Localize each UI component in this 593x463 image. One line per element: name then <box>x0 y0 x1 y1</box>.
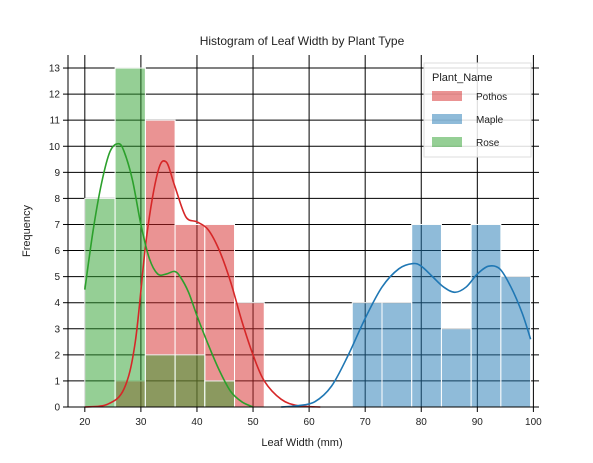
x-axis-ticks: 20 30 40 50 60 70 80 90 100 <box>79 407 542 428</box>
x-tick-label: 50 <box>247 417 259 428</box>
kde-maple <box>281 262 532 408</box>
bar-maple <box>381 302 413 408</box>
density-curves <box>84 142 532 408</box>
x-tick-label: 40 <box>191 417 203 428</box>
y-tick-label: 1 <box>54 376 60 387</box>
bar-rose <box>174 354 206 408</box>
legend-label-maple: Maple <box>476 115 504 126</box>
y-tick-label: 10 <box>49 142 61 153</box>
y-tick-label: 8 <box>54 194 60 205</box>
bar-maple <box>411 223 442 408</box>
chart-title: Histogram of Leaf Width by Plant Type <box>200 34 405 48</box>
bar-rose <box>204 380 236 408</box>
x-tick-label: 70 <box>360 417 372 428</box>
x-axis-label: Leaf Width (mm) <box>261 437 342 449</box>
kde-rose <box>84 142 254 408</box>
bar-maple <box>440 328 472 408</box>
y-axis-label: Frequency <box>21 205 33 257</box>
x-tick-label: 80 <box>416 417 428 428</box>
legend-swatch-pothos <box>432 91 462 101</box>
bar-maple <box>351 302 383 408</box>
x-tick-label: 60 <box>304 417 316 428</box>
legend-swatch-maple <box>432 114 462 124</box>
y-tick-label: 2 <box>54 350 60 361</box>
histogram-bars <box>84 67 532 408</box>
legend-label-pothos: Pothos <box>476 92 507 103</box>
bar-rose <box>114 67 146 408</box>
bar-pothos <box>204 223 236 408</box>
x-tick-label: 90 <box>472 417 484 428</box>
x-tick-label: 100 <box>525 417 542 428</box>
y-tick-label: 13 <box>49 64 61 75</box>
y-tick-label: 5 <box>54 272 60 283</box>
bar-maple <box>500 276 532 408</box>
bar-pothos <box>234 302 265 408</box>
y-tick-label: 6 <box>54 246 60 257</box>
y-tick-label: 11 <box>50 116 61 127</box>
legend-label-rose: Rose <box>476 138 500 149</box>
x-tick-label: 20 <box>79 417 91 428</box>
legend-swatch-rose <box>432 137 462 147</box>
kde-pothos <box>84 160 321 408</box>
x-tick-label: 30 <box>135 417 147 428</box>
y-tick-label: 7 <box>54 220 60 231</box>
y-tick-label: 3 <box>54 324 60 335</box>
bar-maple <box>470 223 502 408</box>
axes <box>67 55 539 408</box>
y-tick-label: 9 <box>54 168 60 179</box>
y-tick-label: 4 <box>54 298 60 309</box>
y-tick-label: 12 <box>49 90 61 101</box>
legend[interactable]: Plant_Name Pothos Maple Rose <box>423 62 532 158</box>
y-tick-label: 0 <box>54 403 60 414</box>
bar-rose <box>144 354 176 408</box>
legend-items: Pothos Maple Rose <box>432 91 507 149</box>
legend-title: Plant_Name <box>432 72 493 84</box>
bar-rose <box>84 197 116 408</box>
